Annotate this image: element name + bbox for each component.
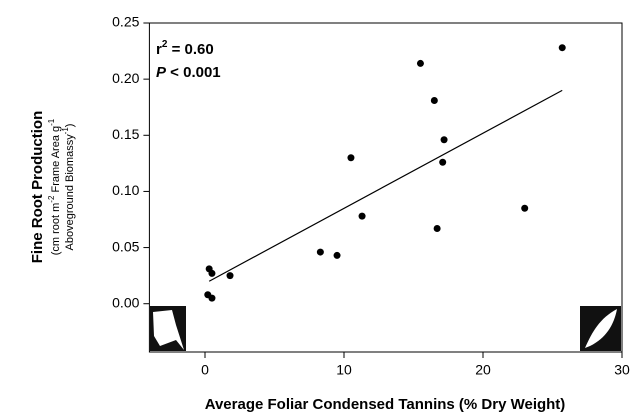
t: -2 bbox=[47, 195, 56, 203]
y-title: Fine Root Production bbox=[29, 111, 46, 263]
point bbox=[358, 212, 366, 220]
point bbox=[333, 251, 341, 259]
point bbox=[439, 158, 447, 166]
point bbox=[226, 272, 234, 280]
leaf-icon bbox=[580, 306, 621, 351]
plot-frame bbox=[148, 22, 623, 353]
point bbox=[208, 269, 216, 277]
t: -1 bbox=[47, 118, 56, 126]
p-rest: < 0.001 bbox=[166, 64, 221, 81]
point bbox=[430, 96, 438, 104]
y-unit-2: Aboveground Biomassy-1) bbox=[61, 124, 76, 251]
y-unit-1: (cm root m-2 Frame Area g-1 bbox=[47, 118, 62, 255]
y-tick-label: 0.20 bbox=[112, 70, 139, 86]
r-text: r bbox=[156, 41, 162, 58]
t: ) bbox=[64, 124, 76, 128]
p-value: P < 0.001 bbox=[156, 64, 221, 81]
y-tick-label: 0.00 bbox=[112, 294, 139, 310]
point bbox=[440, 136, 448, 144]
point bbox=[347, 154, 355, 162]
x-tick-label: 30 bbox=[614, 362, 630, 378]
t: Aboveground Biomassy bbox=[64, 134, 76, 251]
trendline bbox=[208, 89, 563, 282]
r-squared: r2 = 0.60 bbox=[156, 39, 214, 58]
point bbox=[208, 294, 216, 302]
r-sup: 2 bbox=[162, 39, 168, 50]
t: Frame Area g bbox=[50, 126, 62, 196]
x-axis-label: Average Foliar Condensed Tannins (% Dry … bbox=[205, 396, 566, 413]
point bbox=[433, 224, 441, 232]
t: (cm root m bbox=[50, 203, 62, 256]
point bbox=[558, 44, 566, 52]
y-tick-label: 0.25 bbox=[112, 14, 139, 30]
p-text: P bbox=[156, 64, 167, 81]
r-value: = 0.60 bbox=[167, 41, 213, 58]
point bbox=[521, 204, 529, 212]
leaf-icon bbox=[150, 306, 186, 351]
point bbox=[316, 248, 324, 256]
x-tick-label: 20 bbox=[475, 362, 491, 378]
point bbox=[416, 59, 424, 67]
y-axis-label: Fine Root Production (cm root m-2 Frame … bbox=[29, 111, 76, 263]
x-tick-label: 0 bbox=[201, 362, 209, 378]
x-tick-label: 10 bbox=[336, 362, 352, 378]
y-tick-label: 0.15 bbox=[112, 126, 139, 142]
y-tick-label: 0.05 bbox=[112, 238, 139, 254]
t: -1 bbox=[61, 127, 70, 135]
y-tick-label: 0.10 bbox=[112, 182, 139, 198]
